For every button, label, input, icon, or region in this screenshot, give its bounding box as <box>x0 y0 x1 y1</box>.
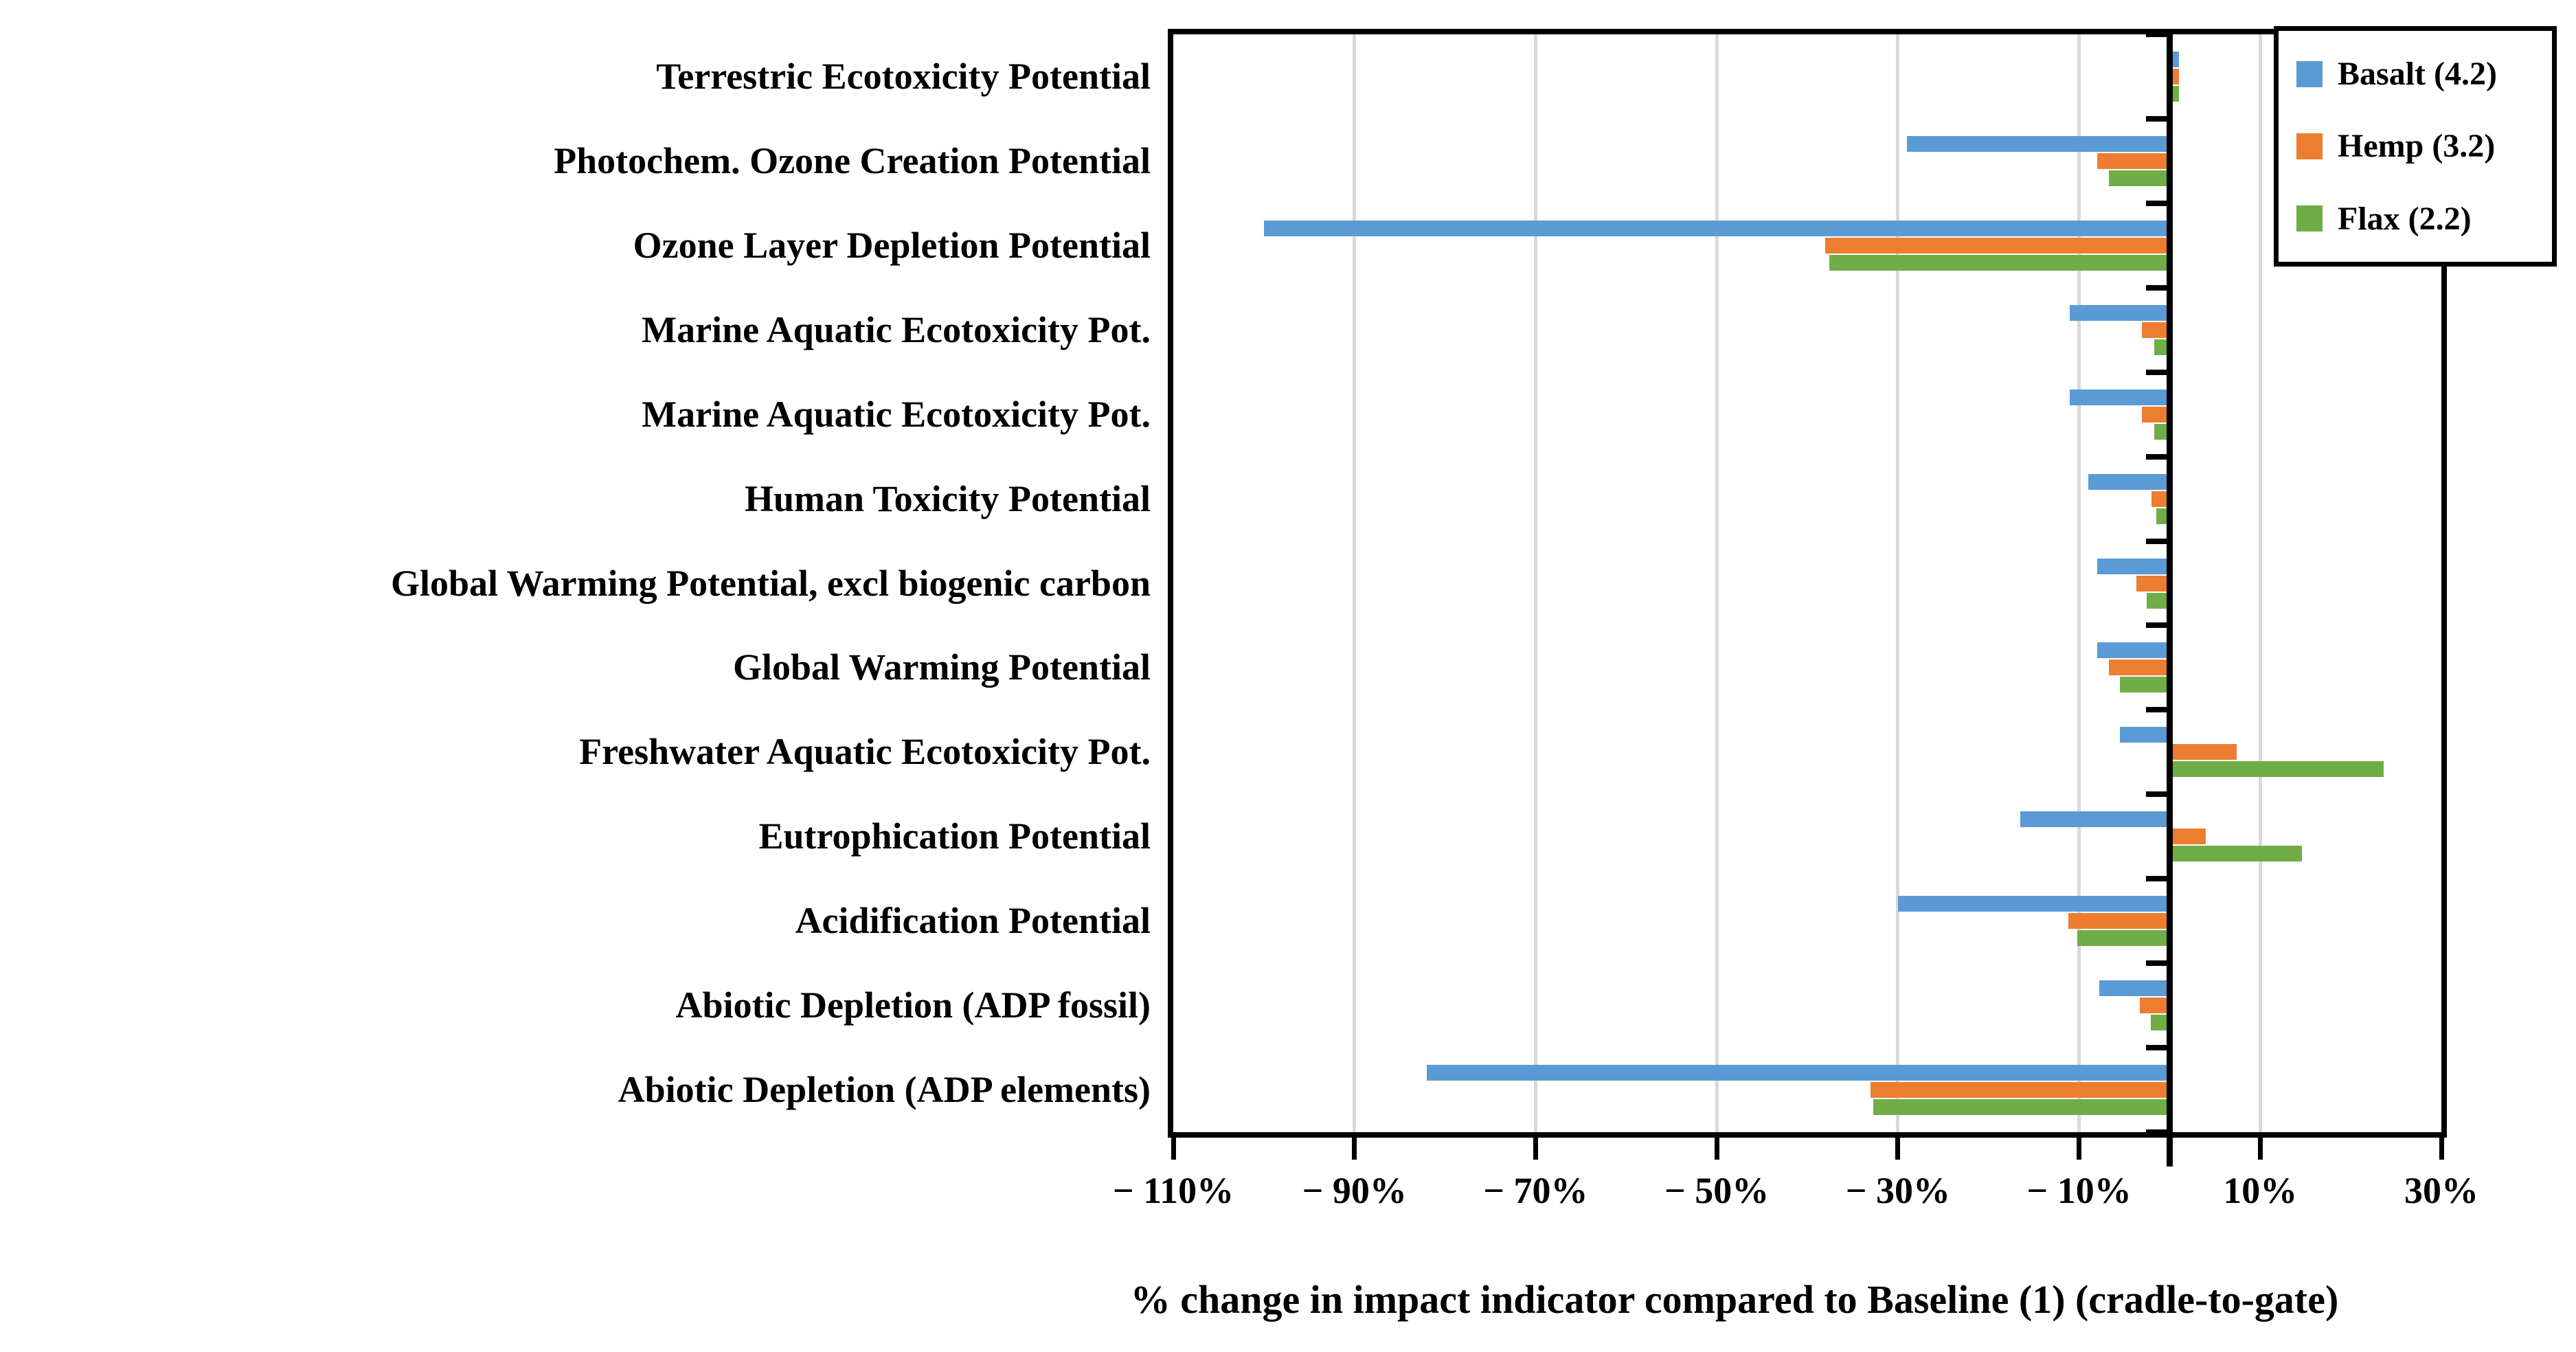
x-axis-tick-30 <box>2439 1138 2444 1160</box>
category-label: Eutrophication Potential <box>758 815 1151 857</box>
category-axis-tick <box>2146 876 2167 882</box>
x-tick-label--50: − 50% <box>1664 1170 1770 1211</box>
x-axis-tick--50 <box>1714 1138 1719 1160</box>
bar-hemp-cat12 <box>1871 1082 2170 1098</box>
legend-entry: Basalt (4.2) <box>2279 55 2552 93</box>
bar-basalt-cat10 <box>1897 896 2170 912</box>
category-label: Global Warming Potential <box>732 646 1151 688</box>
bar-flax-cat2 <box>1829 254 2170 271</box>
bar-flax-cat8 <box>2169 761 2384 778</box>
x-axis-tick--70 <box>1533 1138 1538 1160</box>
category-label: Global Warming Potential, excl biogenic … <box>391 562 1151 604</box>
category-axis-tick <box>2146 538 2167 544</box>
x-axis-title: % change in impact indicator compared to… <box>1130 1277 2339 1322</box>
legend-label: Basalt (4.2) <box>2338 56 2497 93</box>
category-label: Freshwater Aquatic Ecotoxicity Pot. <box>579 731 1151 773</box>
bar-basalt-cat3 <box>2070 304 2170 321</box>
bar-basalt-cat8 <box>2119 727 2170 743</box>
x-tick-label--10: − 10% <box>2026 1170 2132 1211</box>
category-axis-tick <box>2146 115 2167 122</box>
category-axis-tick <box>2146 622 2167 629</box>
bar-flax-cat1 <box>2109 170 2170 186</box>
zero-axis-line <box>2166 34 2173 1132</box>
plot-area-border <box>1168 29 2447 1138</box>
category-axis-tick <box>2146 369 2167 375</box>
category-axis-tick <box>2146 791 2167 798</box>
x-axis-tick-10 <box>2257 1138 2263 1160</box>
category-label: Photochem. Ozone Creation Potential <box>554 139 1151 181</box>
bar-hemp-cat2 <box>1825 237 2170 254</box>
x-tick-label--90: − 90% <box>1302 1170 1407 1211</box>
gridline-10pct <box>2258 34 2262 1132</box>
bar-basalt-cat6 <box>2097 558 2170 574</box>
bar-basalt-cat9 <box>2020 811 2170 828</box>
bar-flax-cat6 <box>2147 592 2170 609</box>
legend-entry: Flax (2.2) <box>2279 200 2552 238</box>
gridline--30pct <box>1896 34 1900 1132</box>
x-axis-tick-zero <box>2166 1138 2173 1167</box>
legend: Basalt (4.2) Hemp (3.2) Flax (2.2) <box>2274 26 2557 267</box>
bar-basalt-cat7 <box>2097 642 2170 659</box>
x-tick-label-10: 10% <box>2223 1170 2298 1211</box>
legend-swatch-hemp <box>2296 133 2323 159</box>
bar-hemp-cat8 <box>2169 744 2237 760</box>
bar-flax-cat3 <box>2154 339 2170 355</box>
category-label: Marine Aquatic Ecotoxicity Pot. <box>642 308 1151 350</box>
category-axis-tick <box>2146 284 2167 291</box>
bar-flax-cat5 <box>2156 508 2170 524</box>
bar-hemp-cat5 <box>2151 491 2170 507</box>
bar-flax-cat9 <box>2169 846 2302 862</box>
bar-basalt-cat1 <box>1907 135 2170 152</box>
bar-basalt-cat12 <box>1427 1065 2170 1081</box>
bar-hemp-cat4 <box>2141 406 2170 422</box>
category-axis-tick <box>2146 453 2167 460</box>
bar-flax-cat4 <box>2154 423 2170 440</box>
bar-flax-cat11 <box>2150 1015 2170 1031</box>
category-axis-tick <box>2146 32 2167 37</box>
category-label: Ozone Layer Depletion Potential <box>633 224 1151 266</box>
gridline--90pct <box>1353 34 1357 1132</box>
x-tick-label--30: − 30% <box>1845 1170 1950 1211</box>
bar-basalt-cat5 <box>2088 473 2170 490</box>
legend-entry: Hemp (3.2) <box>2279 127 2552 165</box>
category-label: Human Toxicity Potential <box>744 477 1151 519</box>
gridline--50pct <box>1715 34 1719 1132</box>
x-axis-tick--90 <box>1352 1138 1357 1160</box>
gridline--70pct <box>1533 34 1537 1132</box>
legend-label: Flax (2.2) <box>2338 200 2472 237</box>
bar-flax-cat7 <box>2119 677 2170 693</box>
x-axis-tick--110 <box>1171 1138 1176 1160</box>
bar-hemp-cat7 <box>2109 660 2170 676</box>
category-axis-tick <box>2146 960 2167 967</box>
category-axis-tick <box>2146 200 2167 206</box>
bar-flax-cat12 <box>1873 1099 2170 1116</box>
category-axis-tick <box>2146 707 2167 713</box>
category-label: Terrestric Ecotoxicity Potential <box>656 56 1151 97</box>
category-label: Acidification Potential <box>795 900 1151 942</box>
bar-basalt-cat4 <box>2070 389 2170 405</box>
bar-hemp-cat3 <box>2141 322 2170 338</box>
bar-hemp-cat10 <box>2068 913 2170 930</box>
bar-hemp-cat6 <box>2136 575 2170 592</box>
category-label: Abiotic Depletion (ADP fossil) <box>675 984 1151 1026</box>
gridline--10pct <box>2077 34 2081 1132</box>
bar-hemp-cat9 <box>2169 829 2206 845</box>
bar-basalt-cat2 <box>1263 220 2170 236</box>
legend-swatch-basalt <box>2296 60 2323 87</box>
category-axis-tick <box>2146 1045 2167 1051</box>
legend-swatch-flax <box>2296 205 2323 232</box>
bar-hemp-cat11 <box>2139 998 2170 1014</box>
bar-hemp-cat1 <box>2097 153 2170 169</box>
x-axis-tick--10 <box>2077 1138 2082 1160</box>
x-axis-tick--30 <box>1895 1138 1901 1160</box>
x-tick-label-30: 30% <box>2404 1170 2478 1211</box>
x-tick-label--110: − 110% <box>1112 1170 1234 1211</box>
bar-basalt-cat11 <box>2099 980 2170 997</box>
bar-flax-cat10 <box>2077 930 2170 947</box>
category-label: Abiotic Depletion (ADP elements) <box>618 1069 1151 1111</box>
legend-label: Hemp (3.2) <box>2338 128 2496 165</box>
x-tick-label--70: − 70% <box>1483 1170 1588 1211</box>
category-label: Marine Aquatic Ecotoxicity Pot. <box>642 393 1151 435</box>
